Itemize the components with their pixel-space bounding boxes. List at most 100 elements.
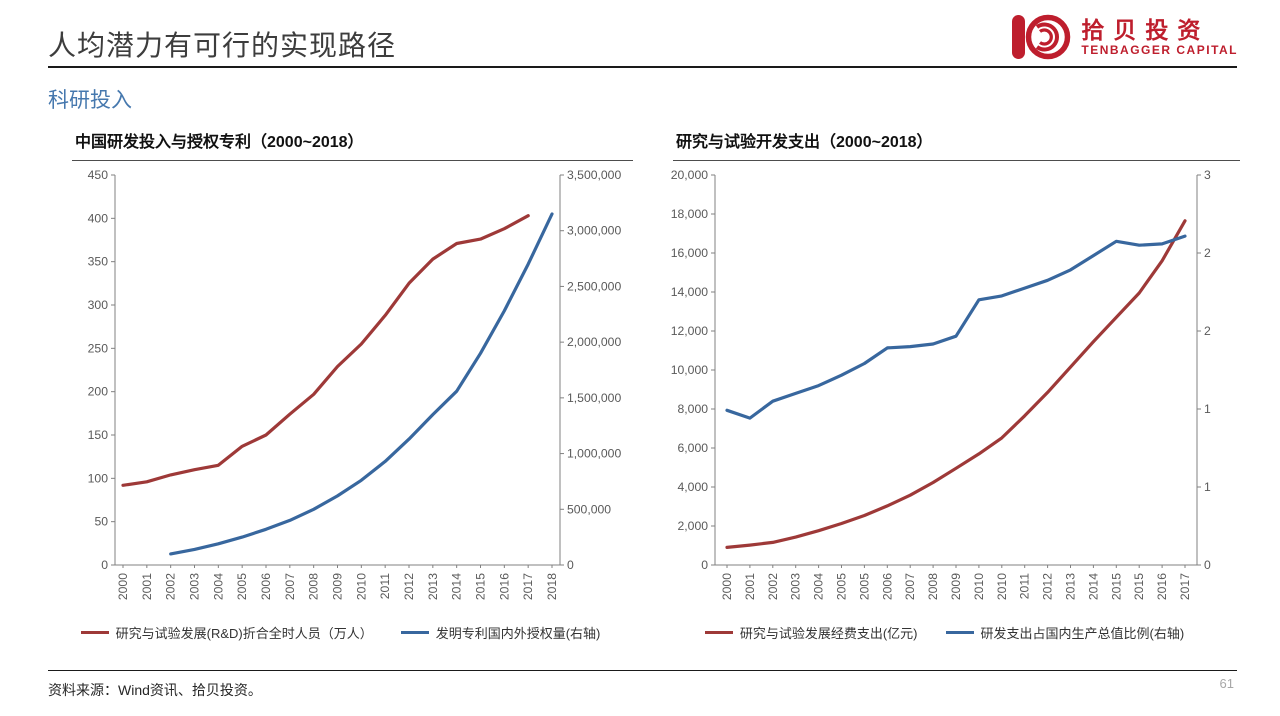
svg-text:2001: 2001	[140, 573, 154, 600]
source-note: 资料来源：Wind资讯、拾贝投资。	[48, 682, 262, 698]
svg-text:50: 50	[94, 515, 108, 529]
legend-label: 发明专利国内外授权量(右轴)	[435, 626, 601, 641]
page-title: 人均潜力有可行的实现路径	[48, 30, 397, 61]
chart-title-right: 研究与试验开发支出（2000~2018）	[676, 134, 933, 151]
svg-text:2014: 2014	[450, 573, 464, 600]
svg-text:6,000: 6,000	[678, 441, 709, 455]
svg-text:150: 150	[88, 428, 109, 442]
company-logo: 拾贝投资 TENBAGGER CAPITAL	[1009, 10, 1238, 64]
svg-text:2000: 2000	[720, 573, 734, 600]
svg-text:3,500,000: 3,500,000	[567, 168, 621, 182]
svg-text:2008: 2008	[307, 573, 321, 600]
panel-divider	[673, 160, 1240, 161]
svg-text:14,000: 14,000	[671, 285, 708, 299]
legend-label: 研究与试验发展经费支出(亿元)	[739, 626, 918, 641]
chart-title-left: 中国研发投入与授权专利（2000~2018）	[75, 134, 364, 151]
legend-item: 研究与试验发展经费支出(亿元)	[704, 623, 918, 642]
svg-text:450: 450	[88, 168, 109, 182]
svg-text:8,000: 8,000	[678, 402, 709, 416]
svg-text:2,500,000: 2,500,000	[567, 279, 621, 293]
svg-text:2012: 2012	[402, 573, 416, 600]
svg-text:2016: 2016	[497, 573, 511, 600]
svg-text:2015: 2015	[1132, 573, 1146, 600]
chart-panel-rd-expenditure: 研究与试验开发支出（2000~2018） 0 2,000 4,000 6,000 8,0…	[649, 118, 1240, 642]
svg-text:2006: 2006	[259, 573, 273, 600]
svg-text:2012: 2012	[1041, 573, 1055, 600]
svg-text:2015: 2015	[474, 573, 488, 600]
svg-text:2014: 2014	[1086, 573, 1100, 600]
svg-text:1,500,000: 1,500,000	[567, 391, 621, 405]
svg-text:3: 3	[1204, 168, 1211, 182]
svg-text:2007: 2007	[283, 573, 297, 600]
legend-item: 发明专利国内外授权量(右轴)	[400, 623, 601, 642]
svg-text:500,000: 500,000	[567, 502, 611, 516]
logo-name-en: TENBAGGER CAPITAL	[1081, 43, 1238, 58]
panel-divider	[72, 160, 633, 161]
svg-text:1: 1	[1204, 402, 1211, 416]
logo-shell-icon	[1012, 14, 1071, 60]
svg-text:300: 300	[88, 298, 109, 312]
footer-divider	[48, 670, 1237, 671]
svg-text:10,000: 10,000	[671, 363, 708, 377]
legend-line-sample-red	[704, 631, 733, 634]
svg-text:2005: 2005	[235, 573, 249, 600]
svg-text:2: 2	[1204, 246, 1211, 260]
logo-name-cn: 拾贝投资	[1081, 16, 1210, 43]
svg-text:250: 250	[88, 341, 109, 355]
svg-text:12,000: 12,000	[671, 324, 708, 338]
svg-text:1: 1	[1204, 480, 1211, 494]
svg-text:2011: 2011	[1018, 573, 1032, 599]
svg-text:18,000: 18,000	[671, 207, 708, 221]
svg-text:2007: 2007	[903, 573, 917, 600]
svg-text:2015: 2015	[1109, 573, 1123, 600]
svg-text:2,000: 2,000	[678, 519, 709, 533]
svg-text:3,000,000: 3,000,000	[567, 224, 621, 238]
svg-text:2011: 2011	[378, 573, 392, 599]
chart-panel-rd-personnel-patents: 中国研发投入与授权专利（2000~2018） 0 50 100 150 200 250 30…	[48, 118, 633, 642]
svg-text:1,000,000: 1,000,000	[567, 447, 621, 461]
legend-label: 研发支出占国内生产总值比例(右轴)	[980, 626, 1185, 641]
legend-label: 研究与试验发展(R&D)折合全时人员（万人）	[115, 626, 373, 641]
svg-text:2,000,000: 2,000,000	[567, 335, 621, 349]
svg-text:0: 0	[567, 558, 574, 572]
svg-text:2010: 2010	[354, 573, 368, 600]
svg-text:0: 0	[1204, 558, 1211, 572]
svg-text:400: 400	[88, 211, 109, 225]
svg-text:2003: 2003	[188, 573, 202, 600]
svg-text:4,000: 4,000	[678, 480, 709, 494]
legend-line-sample-blue	[945, 631, 974, 634]
svg-text:2010: 2010	[972, 573, 986, 600]
svg-text:2017: 2017	[1178, 573, 1192, 600]
svg-text:2010: 2010	[995, 573, 1009, 600]
legend-item: 研究与试验发展(R&D)折合全时人员（万人）	[80, 623, 373, 642]
svg-text:0: 0	[101, 558, 108, 572]
line-chart-rd-expenditure: 0 2,000 4,000 6,000 8,000 10,000 12,000 14,000 1…	[671, 168, 1211, 600]
section-subtitle: 科研投入	[48, 89, 132, 112]
svg-text:2003: 2003	[789, 573, 803, 600]
svg-text:2001: 2001	[743, 573, 757, 600]
page-number: 61	[1219, 676, 1234, 691]
svg-text:0: 0	[701, 558, 708, 572]
svg-text:16,000: 16,000	[671, 246, 708, 260]
svg-text:2018: 2018	[545, 573, 559, 600]
svg-text:2016: 2016	[1155, 573, 1169, 600]
chart-legend-left: 研究与试验发展(R&D)折合全时人员（万人） 发明专利国内外授权量(右轴)	[48, 623, 633, 642]
title-divider	[48, 66, 1237, 68]
svg-text:2005: 2005	[835, 573, 849, 600]
svg-text:2005: 2005	[857, 573, 871, 600]
chart-legend-right: 研究与试验发展经费支出(亿元) 研发支出占国内生产总值比例(右轴)	[649, 623, 1240, 642]
legend-line-sample-blue	[400, 631, 429, 634]
legend-item: 研发支出占国内生产总值比例(右轴)	[945, 623, 1185, 642]
svg-text:20,000: 20,000	[671, 168, 708, 182]
svg-text:2002: 2002	[164, 573, 178, 600]
svg-text:2013: 2013	[426, 573, 440, 600]
svg-text:2002: 2002	[766, 573, 780, 600]
svg-text:2009: 2009	[331, 573, 345, 600]
line-chart-rd-personnel-patents: 0 50 100 150 200 250 300 350 400 450 0 500,000 1,000…	[88, 168, 622, 600]
legend-line-sample-red	[80, 631, 109, 634]
svg-text:2008: 2008	[926, 573, 940, 600]
svg-text:2009: 2009	[949, 573, 963, 600]
svg-text:350: 350	[88, 255, 109, 269]
svg-text:2017: 2017	[521, 573, 535, 600]
